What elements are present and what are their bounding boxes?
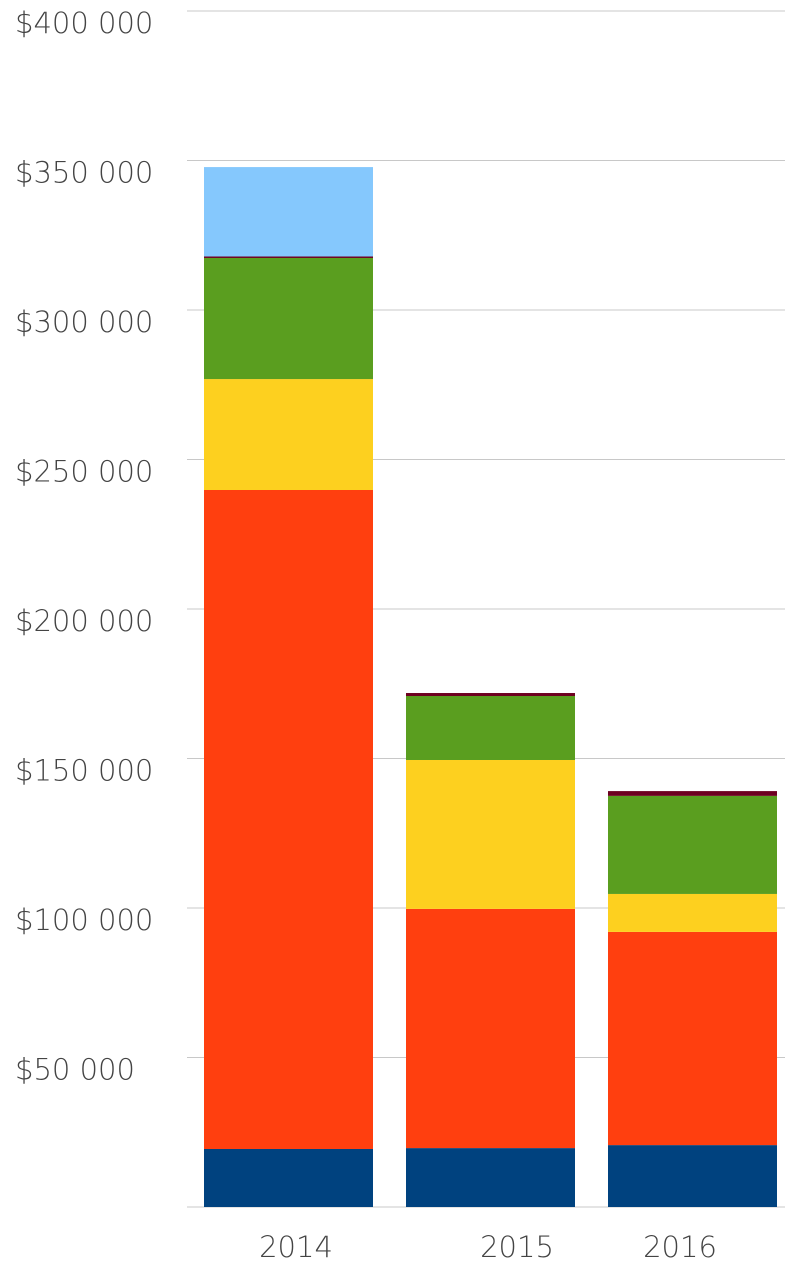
bar-segment	[608, 791, 777, 796]
bar-segment	[608, 1145, 777, 1207]
y-tick-label: $350 000	[15, 156, 153, 190]
bar-segment	[204, 256, 373, 258]
bar-segment	[608, 893, 777, 932]
y-tick-label: $200 000	[15, 604, 153, 638]
bar-segment	[406, 908, 575, 1149]
y-tick-label: $100 000	[15, 903, 153, 937]
bar-segment	[204, 489, 373, 1149]
y-tick-label: $150 000	[15, 754, 153, 788]
y-tick-label: $400 000	[15, 6, 153, 40]
y-tick-label: $300 000	[15, 305, 153, 339]
bar-segment	[406, 1148, 575, 1207]
bar-segment	[406, 693, 575, 697]
y-tick-label: $250 000	[15, 455, 153, 489]
x-tick-label: 2014	[259, 1230, 333, 1263]
x-tick-label: 2016	[643, 1230, 717, 1263]
bar-segment	[608, 931, 777, 1146]
bar-segment	[204, 1148, 373, 1207]
bar-segment	[406, 696, 575, 760]
y-tick-label: $50 000	[15, 1053, 135, 1087]
bar-segment	[608, 795, 777, 894]
x-tick-label: 2015	[480, 1230, 554, 1263]
bar-segment	[204, 379, 373, 490]
bar-segment	[406, 759, 575, 909]
bar-segment	[204, 257, 373, 380]
bar-segment	[204, 167, 373, 257]
